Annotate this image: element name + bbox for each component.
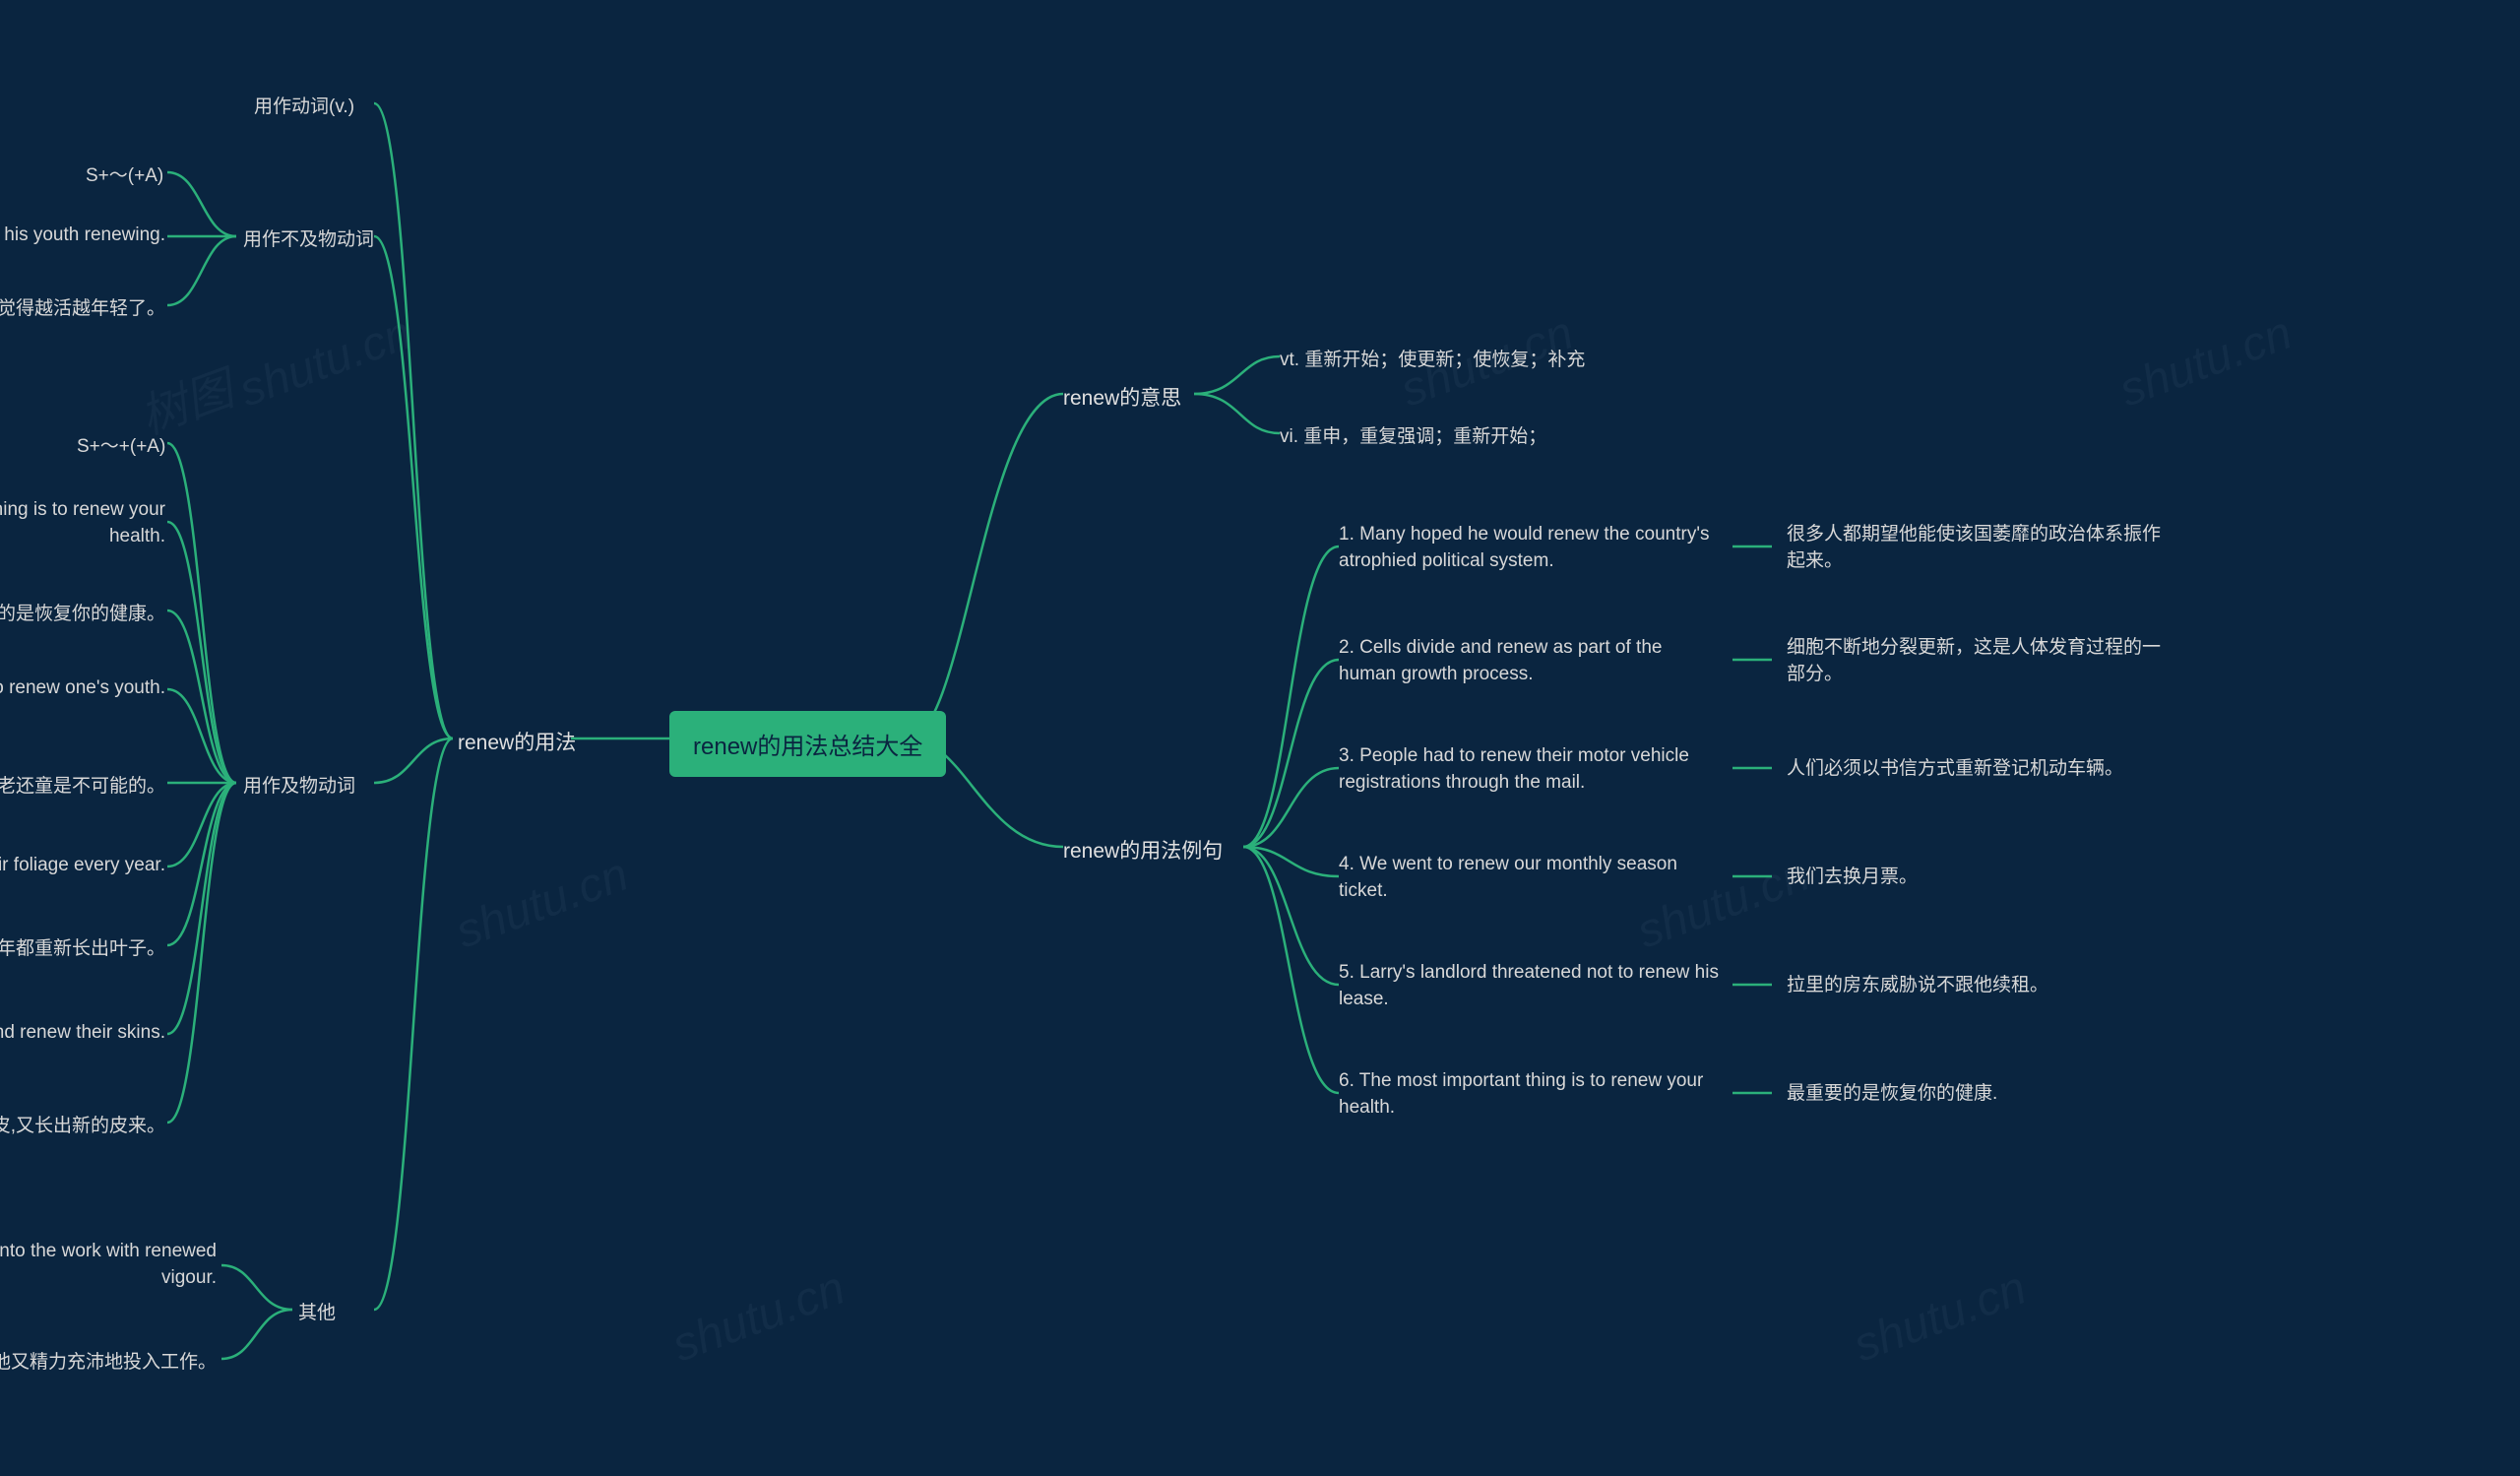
- connectors: [0, 0, 2520, 1476]
- example-3-en: 3. People had to renew their motor vehic…: [1339, 743, 1723, 796]
- center-node: renew的用法总结大全: [669, 711, 946, 777]
- meaning-item-1: vt. 重新开始；使更新；使恢复；补充: [1280, 345, 1585, 371]
- intrans-2: He feels his youth renewing.: [0, 225, 165, 246]
- example-4-zh: 我们去换月票。: [1787, 865, 2161, 891]
- example-3-zh: 人们必须以书信方式重新登记机动车辆。: [1787, 756, 2161, 783]
- example-5-en: 5. Larry's landlord threatened not to re…: [1339, 960, 1723, 1012]
- meaning-item-2: vi. 重申，重复强调；重新开始；: [1280, 421, 1546, 448]
- usage-other: 其他: [298, 1298, 336, 1324]
- example-2-zh: 细胞不断地分裂更新，这是人体发育过程的一部分。: [1787, 635, 2161, 687]
- intrans-3: 他觉得越活越年轻了。: [0, 293, 165, 320]
- trans-7: 树木每年都重新长出叶子。: [0, 933, 165, 960]
- trans-4: It's impossible to renew one's youth.: [0, 677, 165, 699]
- trans-6: The trees renew their foliage every year…: [0, 855, 165, 876]
- trans-8: Snakes cast off and renew their skins.: [0, 1022, 165, 1044]
- trans-2: The most important thing is to renew you…: [0, 497, 165, 549]
- trans-3: 最重要的是恢复你的健康。: [0, 599, 165, 625]
- meaning-node: renew的意思: [1063, 382, 1181, 412]
- trans-9: 蛇脱了皮,又长出新的皮来。: [0, 1111, 165, 1137]
- example-6-zh: 最重要的是恢复你的健康.: [1787, 1081, 2161, 1108]
- example-4-en: 4. We went to renew our monthly season t…: [1339, 852, 1723, 904]
- usage-transitive: 用作及物动词: [243, 771, 355, 798]
- trans-1: S+～+(+A): [77, 431, 165, 458]
- usage-verb: 用作动词(v.): [254, 92, 354, 118]
- example-1-en: 1. Many hoped he would renew the country…: [1339, 522, 1723, 574]
- examples-node: renew的用法例句: [1063, 835, 1223, 865]
- usage-intransitive: 用作不及物动词: [243, 225, 374, 251]
- other-1: He flung himself into the work with rene…: [0, 1239, 217, 1291]
- usage-node: renew的用法: [458, 727, 576, 756]
- example-5-zh: 拉里的房东威胁说不跟他续租。: [1787, 973, 2161, 999]
- example-2-en: 2. Cells divide and renew as part of the…: [1339, 635, 1723, 687]
- intrans-1: S+～(+A): [86, 160, 163, 187]
- trans-5: 返老还童是不可能的。: [0, 771, 165, 798]
- other-2: 他又精力充沛地投入工作。: [0, 1347, 217, 1374]
- example-1-zh: 很多人都期望他能使该国萎靡的政治体系振作起来。: [1787, 522, 2161, 574]
- example-6-en: 6. The most important thing is to renew …: [1339, 1068, 1723, 1121]
